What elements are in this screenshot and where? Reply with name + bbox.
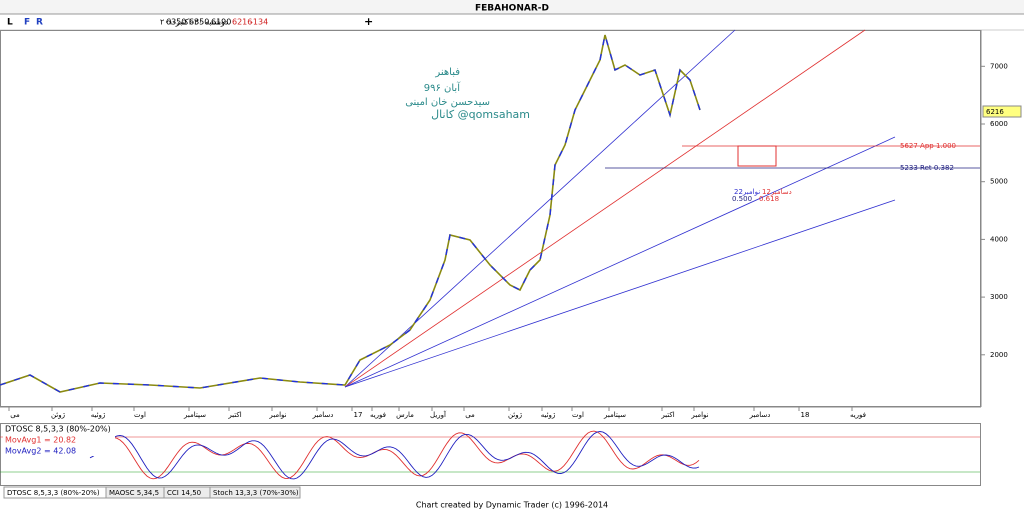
toolbar-button[interactable]: R xyxy=(36,18,43,28)
toolbar-button[interactable]: F xyxy=(24,18,30,28)
fib-label: 12دسامبر xyxy=(762,188,792,196)
indicator-tabs: DTOSC 8,5,3,3 (80%-20%) MAOSC 5,34,5 CCI 1… xyxy=(3,486,301,499)
month-label: فوریه xyxy=(370,411,386,419)
month-label: نوامبر xyxy=(690,411,708,419)
indicator-ma1: MovAvg1 = 20.82 xyxy=(5,436,76,445)
toolbar-button[interactable]: L xyxy=(7,18,13,28)
price-tick-label: 2000 xyxy=(990,351,1008,359)
annotation-line: کانال @qomsaham xyxy=(431,108,530,121)
toolbar-open: 6350 xyxy=(166,18,186,27)
toolbar-close: 6216 xyxy=(232,18,252,27)
fan-line xyxy=(344,29,866,388)
fib-label: 0.500 xyxy=(732,195,752,203)
fan-line xyxy=(344,199,896,388)
month-label: سپتامبر xyxy=(603,411,626,419)
price-tick-label: 4000 xyxy=(990,235,1008,243)
indicator-ma2: MovAvg2 = 42.08 xyxy=(5,447,76,456)
tab-label[interactable]: Stoch 13,3,3 (70%-30%) xyxy=(213,489,299,497)
month-label: می xyxy=(10,411,20,419)
target-box xyxy=(737,145,777,167)
month-label: اوت xyxy=(134,411,146,419)
price-tick-label: 7000 xyxy=(990,62,1008,70)
window-title: FEBAHONAR-D xyxy=(475,4,549,14)
toolbar-change: -134 xyxy=(250,18,268,27)
price-tick-label: 3000 xyxy=(990,293,1008,301)
tab-label[interactable]: MAOSC 5,34,5 xyxy=(109,489,159,497)
month-label: سپتامبر xyxy=(183,411,206,419)
month-label: می xyxy=(465,411,475,419)
month-label: 18 xyxy=(801,411,810,419)
month-label: آوریل xyxy=(430,410,447,419)
annotation-line: فباهنر xyxy=(434,67,460,78)
month-label: اوت xyxy=(572,411,584,419)
month-label: مارس xyxy=(396,411,414,419)
price-axis: 7000 6000 5000 4000 3000 2000 xyxy=(981,62,1008,359)
fib-label: 0.618 xyxy=(759,195,779,203)
month-label: فوریه xyxy=(850,411,866,419)
month-label: ژوئیه xyxy=(541,411,556,419)
price-tick-label: 6000 xyxy=(990,120,1008,128)
toolbar-low: 6190 xyxy=(211,18,231,27)
month-label: ژوئن xyxy=(508,411,523,419)
month-label: دسامبر xyxy=(312,411,334,419)
toolbar-high: 6350 xyxy=(189,18,209,27)
price-bars-down xyxy=(0,34,701,393)
toolbar-date: دوشنبه ۲۰-اکتبر-۲۰۱ xyxy=(160,18,229,27)
time-axis: می ژوئن ژوئیه اوت سپتامبر اکتبر نوامبر دسامبر 17… xyxy=(8,407,866,419)
fib-label: 22نوامبر xyxy=(734,188,760,196)
oscillator-slow xyxy=(89,431,700,480)
annotation-line: 9آبان ۹۶ xyxy=(424,81,461,94)
fan-line xyxy=(344,136,896,388)
tab-label[interactable]: CCI 14,50 xyxy=(167,489,201,497)
month-label: اکتبر xyxy=(227,411,241,419)
price-tick-label: 5000 xyxy=(990,178,1008,186)
month-label: دسامبر xyxy=(749,411,771,419)
level-label: 5233 Ret 0.382 xyxy=(900,164,954,172)
title-bar xyxy=(0,0,1024,14)
month-label: ژوئن xyxy=(51,411,66,419)
month-label: اکتبر xyxy=(660,411,674,419)
add-button[interactable]: + xyxy=(364,15,373,28)
tab-label[interactable]: DTOSC 8,5,3,3 (80%-20%) xyxy=(7,489,100,497)
annotation-line: سیدحسن خان امینی xyxy=(405,97,490,108)
month-label: ژوئیه xyxy=(91,411,106,419)
tab[interactable] xyxy=(209,486,301,499)
fan-line xyxy=(344,29,736,388)
current-price: 6216 xyxy=(986,108,1004,116)
indicator-name: DTOSC 8,5,3,3 (80%-20%) xyxy=(5,425,111,434)
month-label: 17 xyxy=(354,411,363,419)
month-label: نوامبر xyxy=(268,411,286,419)
current-price-box xyxy=(982,105,1022,118)
level-label: 5627 App 1.000 xyxy=(900,142,956,150)
footer: Chart created by Dynamic Trader (c) 1996… xyxy=(416,501,608,510)
indicator-legend-bg xyxy=(3,424,115,456)
annotation: فباهنر 9آبان ۹۶ سیدحسن خان امینی کانال @… xyxy=(405,67,530,121)
